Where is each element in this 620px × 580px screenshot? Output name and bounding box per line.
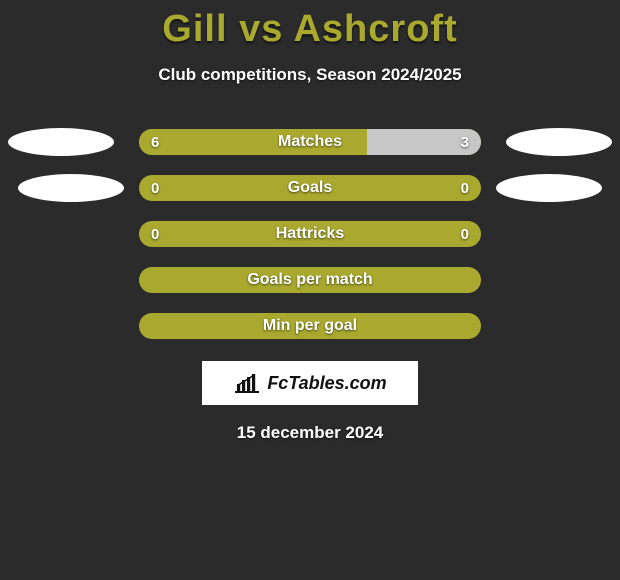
player-right-marker	[506, 128, 612, 156]
player-left-marker	[8, 128, 114, 156]
stat-label: Goals	[139, 175, 481, 201]
page-title: Gill vs Ashcroft	[0, 0, 620, 51]
player-right-marker	[496, 174, 602, 202]
stat-bar: Goals per match	[139, 267, 481, 293]
stat-value-right: 0	[461, 221, 469, 247]
stat-label: Goals per match	[139, 267, 481, 293]
footer-brand-box: FcTables.com	[202, 361, 418, 405]
stat-bar: Min per goal	[139, 313, 481, 339]
stat-row-goals-per-match: Goals per match	[0, 265, 620, 311]
stat-row-hattricks: 0 Hattricks 0	[0, 219, 620, 265]
stat-label: Matches	[139, 129, 481, 155]
stat-row-matches: 6 Matches 3	[0, 127, 620, 173]
stat-value-right: 0	[461, 175, 469, 201]
player-left-marker	[18, 174, 124, 202]
page-subtitle: Club competitions, Season 2024/2025	[0, 65, 620, 85]
footer-brand-text: FcTables.com	[267, 373, 386, 394]
stat-bar: 0 Hattricks 0	[139, 221, 481, 247]
stat-row-min-per-goal: Min per goal	[0, 311, 620, 357]
stat-value-right: 3	[461, 129, 469, 155]
stat-bar: 0 Goals 0	[139, 175, 481, 201]
stats-container: 6 Matches 3 0 Goals 0 0 Hattricks 0 Goal…	[0, 127, 620, 357]
stat-row-goals: 0 Goals 0	[0, 173, 620, 219]
stat-label: Min per goal	[139, 313, 481, 339]
stat-label: Hattricks	[139, 221, 481, 247]
stat-bar: 6 Matches 3	[139, 129, 481, 155]
footer-date: 15 december 2024	[0, 423, 620, 443]
barchart-icon	[233, 372, 261, 394]
